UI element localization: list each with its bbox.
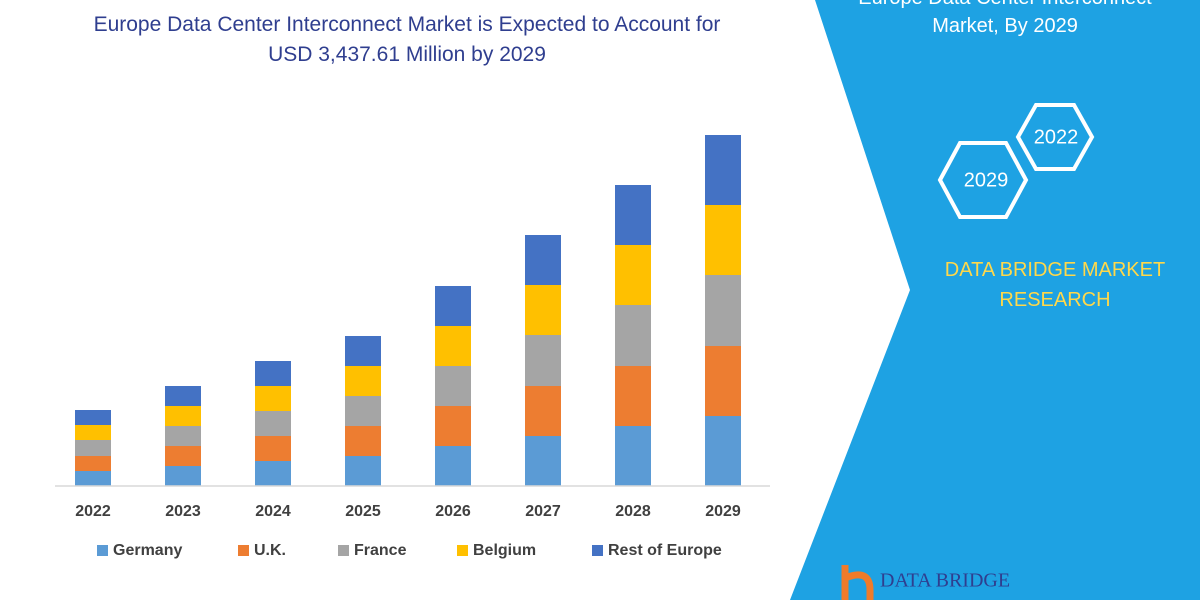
legend-swatch — [338, 545, 349, 556]
legend-label: Rest of Europe — [608, 542, 722, 559]
bar-segment — [75, 425, 111, 440]
legend-label: U.K. — [254, 542, 286, 559]
bar-segment — [435, 406, 471, 446]
logo-icon — [841, 565, 874, 600]
hexagon — [937, 141, 1029, 219]
bar-segment — [615, 366, 651, 426]
bar-segment — [615, 426, 651, 486]
chart-title: Europe Data Center Interconnect Market i… — [93, 13, 721, 66]
bar-segment — [705, 135, 741, 205]
bar-segment — [435, 286, 471, 326]
bar-segment — [75, 471, 111, 486]
logo-text: DATA BRIDGE — [880, 570, 1010, 592]
bar-segment — [165, 386, 201, 406]
bar-segment — [525, 335, 561, 386]
bar-segment — [165, 466, 201, 486]
bar-segment — [255, 361, 291, 386]
panel-title: Europe Data Center Interconnect Market, … — [858, 0, 1152, 37]
x-tick-label: 2022 — [75, 503, 111, 520]
legend-label: France — [354, 542, 407, 559]
bar-segment — [165, 426, 201, 446]
x-tick-label: 2026 — [435, 503, 471, 520]
bar-segment — [705, 205, 741, 275]
bar-segment — [435, 366, 471, 406]
bar-segment — [525, 436, 561, 486]
legend-swatch — [457, 545, 468, 556]
bar-segment — [75, 410, 111, 425]
bar-segment — [525, 386, 561, 436]
legend-label: Germany — [113, 542, 182, 559]
legend-label: Belgium — [473, 542, 536, 559]
bar-segment — [615, 245, 651, 305]
bar-segment — [255, 386, 291, 411]
bar-segment — [435, 446, 471, 486]
hexagon — [1015, 103, 1095, 171]
bar-segment — [525, 285, 561, 335]
bar-segment — [345, 336, 381, 366]
bar-segment — [255, 411, 291, 436]
legend-swatch — [592, 545, 603, 556]
x-tick-label: 2024 — [255, 503, 291, 520]
x-tick-label: 2027 — [525, 503, 561, 520]
bar-segment — [705, 275, 741, 346]
bar-segment — [615, 305, 651, 366]
bar-segment — [705, 416, 741, 486]
side-panel — [790, 0, 1200, 600]
bar-segment — [615, 185, 651, 245]
bar-segment — [705, 346, 741, 416]
bar-segment — [345, 396, 381, 426]
bar-segment — [345, 456, 381, 486]
bar-segment — [345, 366, 381, 396]
bar-segment — [525, 235, 561, 285]
bar-segment — [165, 406, 201, 426]
bar-segment — [345, 426, 381, 456]
x-tick-label: 2029 — [705, 503, 741, 520]
bar-segment — [435, 326, 471, 366]
legend-swatch — [238, 545, 249, 556]
bar-segment — [255, 436, 291, 461]
x-tick-label: 2028 — [615, 503, 651, 520]
x-tick-label: 2025 — [345, 503, 381, 520]
brand: DATA BRIDGE MARKET RESEARCH — [944, 259, 1166, 311]
hexagon-label: 2022 — [1034, 126, 1079, 148]
x-tick-label: 2023 — [165, 503, 201, 520]
hexagon-label: 2029 — [964, 169, 1009, 191]
bar-segment — [75, 440, 111, 456]
bar-segment — [165, 446, 201, 466]
bar-segment — [75, 456, 111, 471]
bar-segment — [255, 461, 291, 486]
legend-swatch — [97, 545, 108, 556]
